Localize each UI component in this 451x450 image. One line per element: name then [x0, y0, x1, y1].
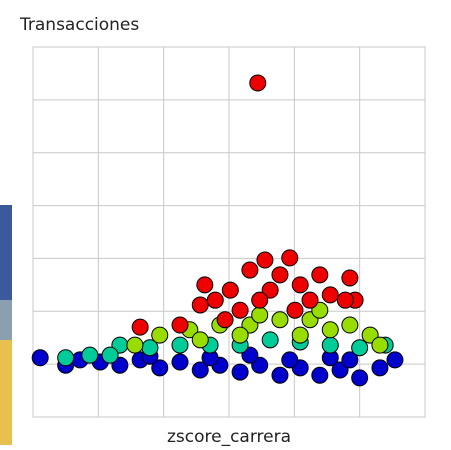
point: [261, 331, 279, 349]
point: [251, 291, 269, 309]
point: [131, 318, 149, 336]
x-axis-label: zscore_carrera: [167, 427, 291, 447]
point: [231, 363, 249, 381]
point: [321, 286, 339, 304]
point: [196, 276, 214, 294]
point: [351, 369, 369, 387]
point: [271, 311, 289, 329]
point: [371, 336, 389, 354]
point: [341, 351, 359, 369]
point: [191, 331, 209, 349]
point: [291, 326, 309, 344]
point: [171, 353, 189, 371]
point: [281, 249, 299, 267]
point: [231, 301, 249, 319]
point: [286, 301, 304, 319]
point: [171, 316, 189, 334]
side-decoration: [0, 300, 12, 340]
point: [249, 74, 267, 92]
point: [386, 351, 404, 369]
point: [281, 351, 299, 369]
point: [341, 269, 359, 287]
point: [221, 281, 239, 299]
point: [31, 349, 49, 367]
point: [81, 346, 99, 364]
point: [351, 339, 369, 357]
point: [216, 311, 234, 329]
side-decoration: [0, 340, 12, 445]
chart-title: Transacciones: [19, 15, 139, 35]
point: [151, 326, 169, 344]
point: [261, 281, 279, 299]
point: [336, 291, 354, 309]
point: [231, 326, 249, 344]
point: [321, 321, 339, 339]
point: [371, 359, 389, 377]
point: [126, 336, 144, 354]
point: [251, 306, 269, 324]
point: [191, 361, 209, 379]
points: [31, 74, 404, 387]
point: [321, 336, 339, 354]
point: [311, 366, 329, 384]
point: [256, 251, 274, 269]
point: [271, 266, 289, 284]
point: [271, 366, 289, 384]
point: [101, 346, 119, 364]
point: [191, 296, 209, 314]
point: [151, 359, 169, 377]
point: [301, 291, 319, 309]
point: [57, 349, 75, 367]
point: [291, 276, 309, 294]
point: [171, 336, 189, 354]
point: [206, 291, 224, 309]
point: [341, 316, 359, 334]
side-decoration: [0, 205, 12, 300]
point: [311, 266, 329, 284]
point: [241, 261, 259, 279]
